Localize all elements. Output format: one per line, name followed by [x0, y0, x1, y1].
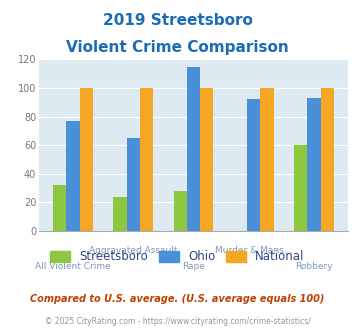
Legend: Streetsboro, Ohio, National: Streetsboro, Ohio, National: [47, 247, 308, 267]
Bar: [127, 138, 140, 231]
Bar: [53, 185, 66, 231]
Bar: [260, 88, 274, 231]
Bar: [247, 99, 260, 231]
Text: © 2025 CityRating.com - https://www.cityrating.com/crime-statistics/: © 2025 CityRating.com - https://www.city…: [45, 317, 310, 326]
Bar: [113, 197, 127, 231]
Bar: [174, 191, 187, 231]
Bar: [66, 121, 80, 231]
Text: All Violent Crime: All Violent Crime: [35, 262, 111, 271]
Bar: [80, 88, 93, 231]
Text: Violent Crime Comparison: Violent Crime Comparison: [66, 40, 289, 54]
Text: 2019 Streetsboro: 2019 Streetsboro: [103, 13, 252, 28]
Bar: [307, 98, 321, 231]
Bar: [187, 67, 200, 231]
Bar: [294, 145, 307, 231]
Bar: [321, 88, 334, 231]
Bar: [200, 88, 213, 231]
Text: Aggravated Assault: Aggravated Assault: [89, 246, 178, 255]
Text: Robbery: Robbery: [295, 262, 333, 271]
Text: Rape: Rape: [182, 262, 205, 271]
Bar: [140, 88, 153, 231]
Text: Compared to U.S. average. (U.S. average equals 100): Compared to U.S. average. (U.S. average …: [30, 294, 325, 304]
Text: Murder & Mans...: Murder & Mans...: [215, 246, 293, 255]
